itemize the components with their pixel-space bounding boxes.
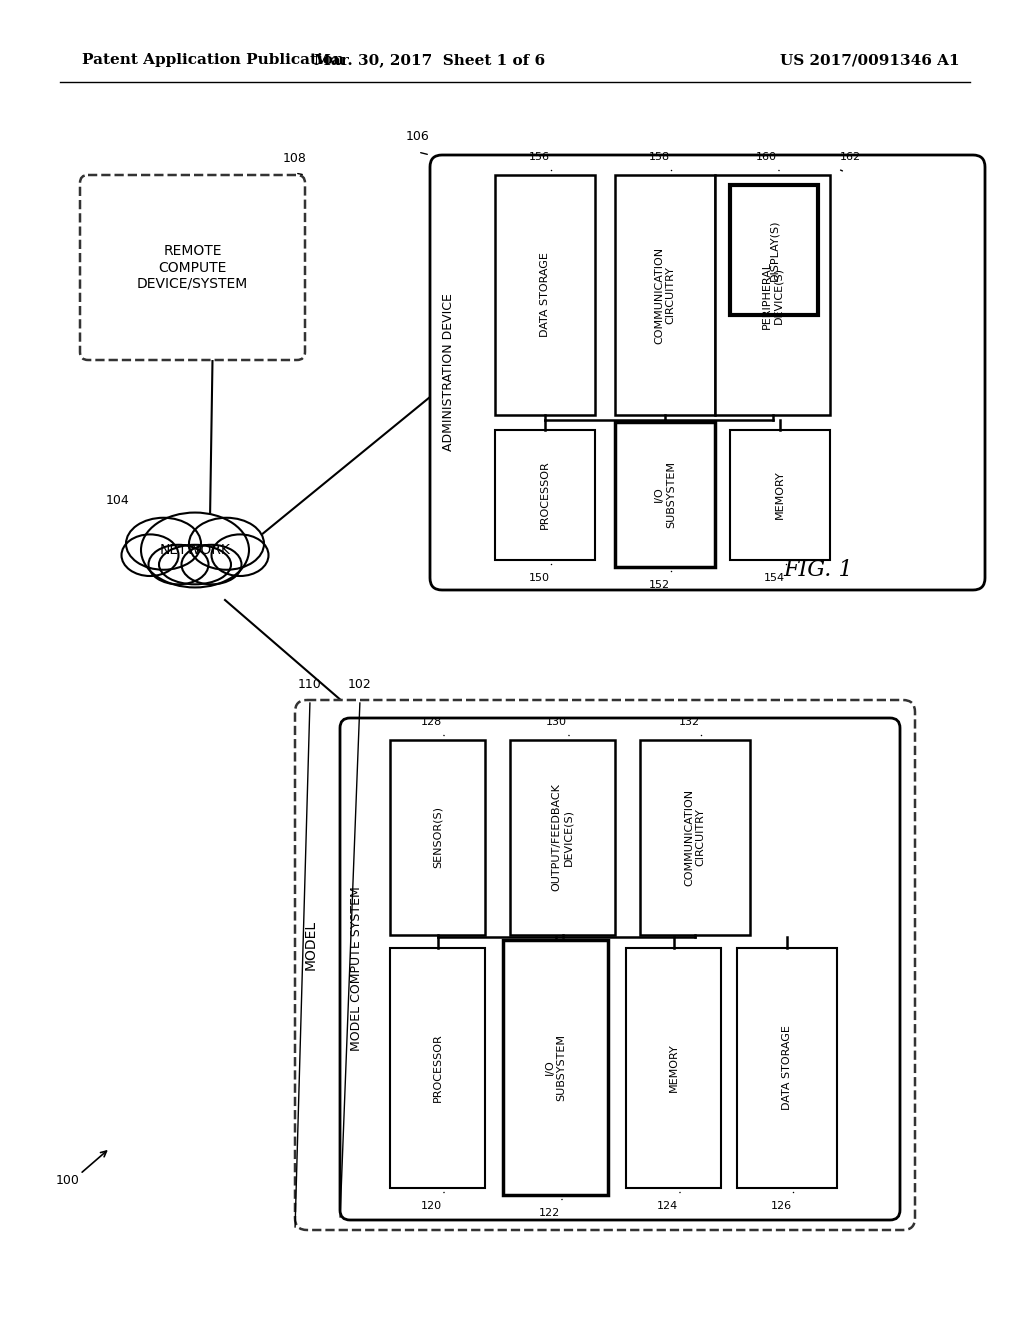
Text: Patent Application Publication: Patent Application Publication bbox=[82, 53, 344, 67]
Ellipse shape bbox=[212, 535, 268, 576]
Bar bbox=[615, 422, 715, 568]
Bar bbox=[715, 176, 830, 414]
Text: 130: 130 bbox=[546, 717, 567, 727]
Text: 108: 108 bbox=[283, 152, 307, 165]
Text: 100: 100 bbox=[56, 1173, 80, 1187]
Text: 128: 128 bbox=[421, 717, 442, 727]
Ellipse shape bbox=[159, 545, 231, 585]
Text: DATA STORAGE: DATA STORAGE bbox=[540, 252, 550, 338]
Text: 162: 162 bbox=[840, 152, 860, 162]
Text: 158: 158 bbox=[648, 152, 670, 162]
Text: 120: 120 bbox=[421, 1201, 442, 1210]
Bar bbox=[626, 948, 721, 1188]
Text: I/O
SUBSYSTEM: I/O SUBSYSTEM bbox=[654, 461, 676, 528]
Bar bbox=[737, 948, 837, 1188]
Text: REMOTE
COMPUTE
DEVICE/SYSTEM: REMOTE COMPUTE DEVICE/SYSTEM bbox=[137, 244, 248, 290]
Bar bbox=[640, 741, 750, 935]
FancyBboxPatch shape bbox=[430, 154, 985, 590]
Text: 124: 124 bbox=[656, 1201, 678, 1210]
Text: 106: 106 bbox=[407, 129, 430, 143]
Text: MEMORY: MEMORY bbox=[669, 1044, 679, 1093]
Text: 156: 156 bbox=[528, 152, 550, 162]
Text: SENSOR(S): SENSOR(S) bbox=[432, 807, 442, 869]
Text: DATA STORAGE: DATA STORAGE bbox=[782, 1026, 792, 1110]
Bar bbox=[495, 430, 595, 560]
Ellipse shape bbox=[181, 545, 242, 585]
Text: ADMINISTRATION DEVICE: ADMINISTRATION DEVICE bbox=[441, 293, 455, 451]
Text: Mar. 30, 2017  Sheet 1 of 6: Mar. 30, 2017 Sheet 1 of 6 bbox=[314, 53, 546, 67]
FancyBboxPatch shape bbox=[340, 718, 900, 1220]
Text: 104: 104 bbox=[106, 494, 130, 507]
Text: PROCESSOR: PROCESSOR bbox=[432, 1034, 442, 1102]
Text: COMMUNICATION
CIRCUITRY: COMMUNICATION CIRCUITRY bbox=[684, 789, 706, 886]
Text: DISPLAY(S): DISPLAY(S) bbox=[769, 219, 779, 281]
Ellipse shape bbox=[189, 517, 264, 570]
Text: 152: 152 bbox=[648, 579, 670, 590]
Bar bbox=[730, 185, 818, 315]
FancyBboxPatch shape bbox=[295, 700, 915, 1230]
Bar bbox=[510, 741, 615, 935]
Text: MODEL: MODEL bbox=[304, 920, 318, 970]
Text: US 2017/0091346 A1: US 2017/0091346 A1 bbox=[780, 53, 959, 67]
Text: PERIPHERAL
DEVICE(S): PERIPHERAL DEVICE(S) bbox=[762, 261, 783, 329]
Bar bbox=[390, 948, 485, 1188]
Text: MEMORY: MEMORY bbox=[775, 471, 785, 519]
Text: NETWORK: NETWORK bbox=[160, 543, 230, 557]
Text: OUTPUT/FEEDBACK
DEVICE(S): OUTPUT/FEEDBACK DEVICE(S) bbox=[552, 784, 573, 891]
Bar bbox=[390, 741, 485, 935]
Text: 122: 122 bbox=[539, 1208, 560, 1218]
Text: 132: 132 bbox=[679, 717, 699, 727]
Text: FIG. 1: FIG. 1 bbox=[783, 558, 853, 581]
Text: I/O
SUBSYSTEM: I/O SUBSYSTEM bbox=[545, 1034, 566, 1101]
Ellipse shape bbox=[122, 535, 178, 576]
Text: PROCESSOR: PROCESSOR bbox=[540, 461, 550, 529]
Ellipse shape bbox=[141, 512, 249, 587]
Text: 102: 102 bbox=[348, 678, 372, 692]
Text: COMMUNICATION
CIRCUITRY: COMMUNICATION CIRCUITRY bbox=[654, 247, 676, 343]
Text: 150: 150 bbox=[528, 573, 550, 583]
Ellipse shape bbox=[126, 517, 201, 570]
Bar bbox=[730, 430, 830, 560]
Ellipse shape bbox=[148, 545, 209, 585]
Bar bbox=[503, 940, 608, 1195]
Text: 154: 154 bbox=[764, 573, 784, 583]
Text: 110: 110 bbox=[298, 678, 322, 692]
FancyBboxPatch shape bbox=[80, 176, 305, 360]
Text: 160: 160 bbox=[756, 152, 777, 162]
Text: MODEL COMPUTE SYSTEM: MODEL COMPUTE SYSTEM bbox=[350, 887, 364, 1051]
Text: 126: 126 bbox=[770, 1201, 792, 1210]
Bar bbox=[495, 176, 595, 414]
Bar bbox=[615, 176, 715, 414]
